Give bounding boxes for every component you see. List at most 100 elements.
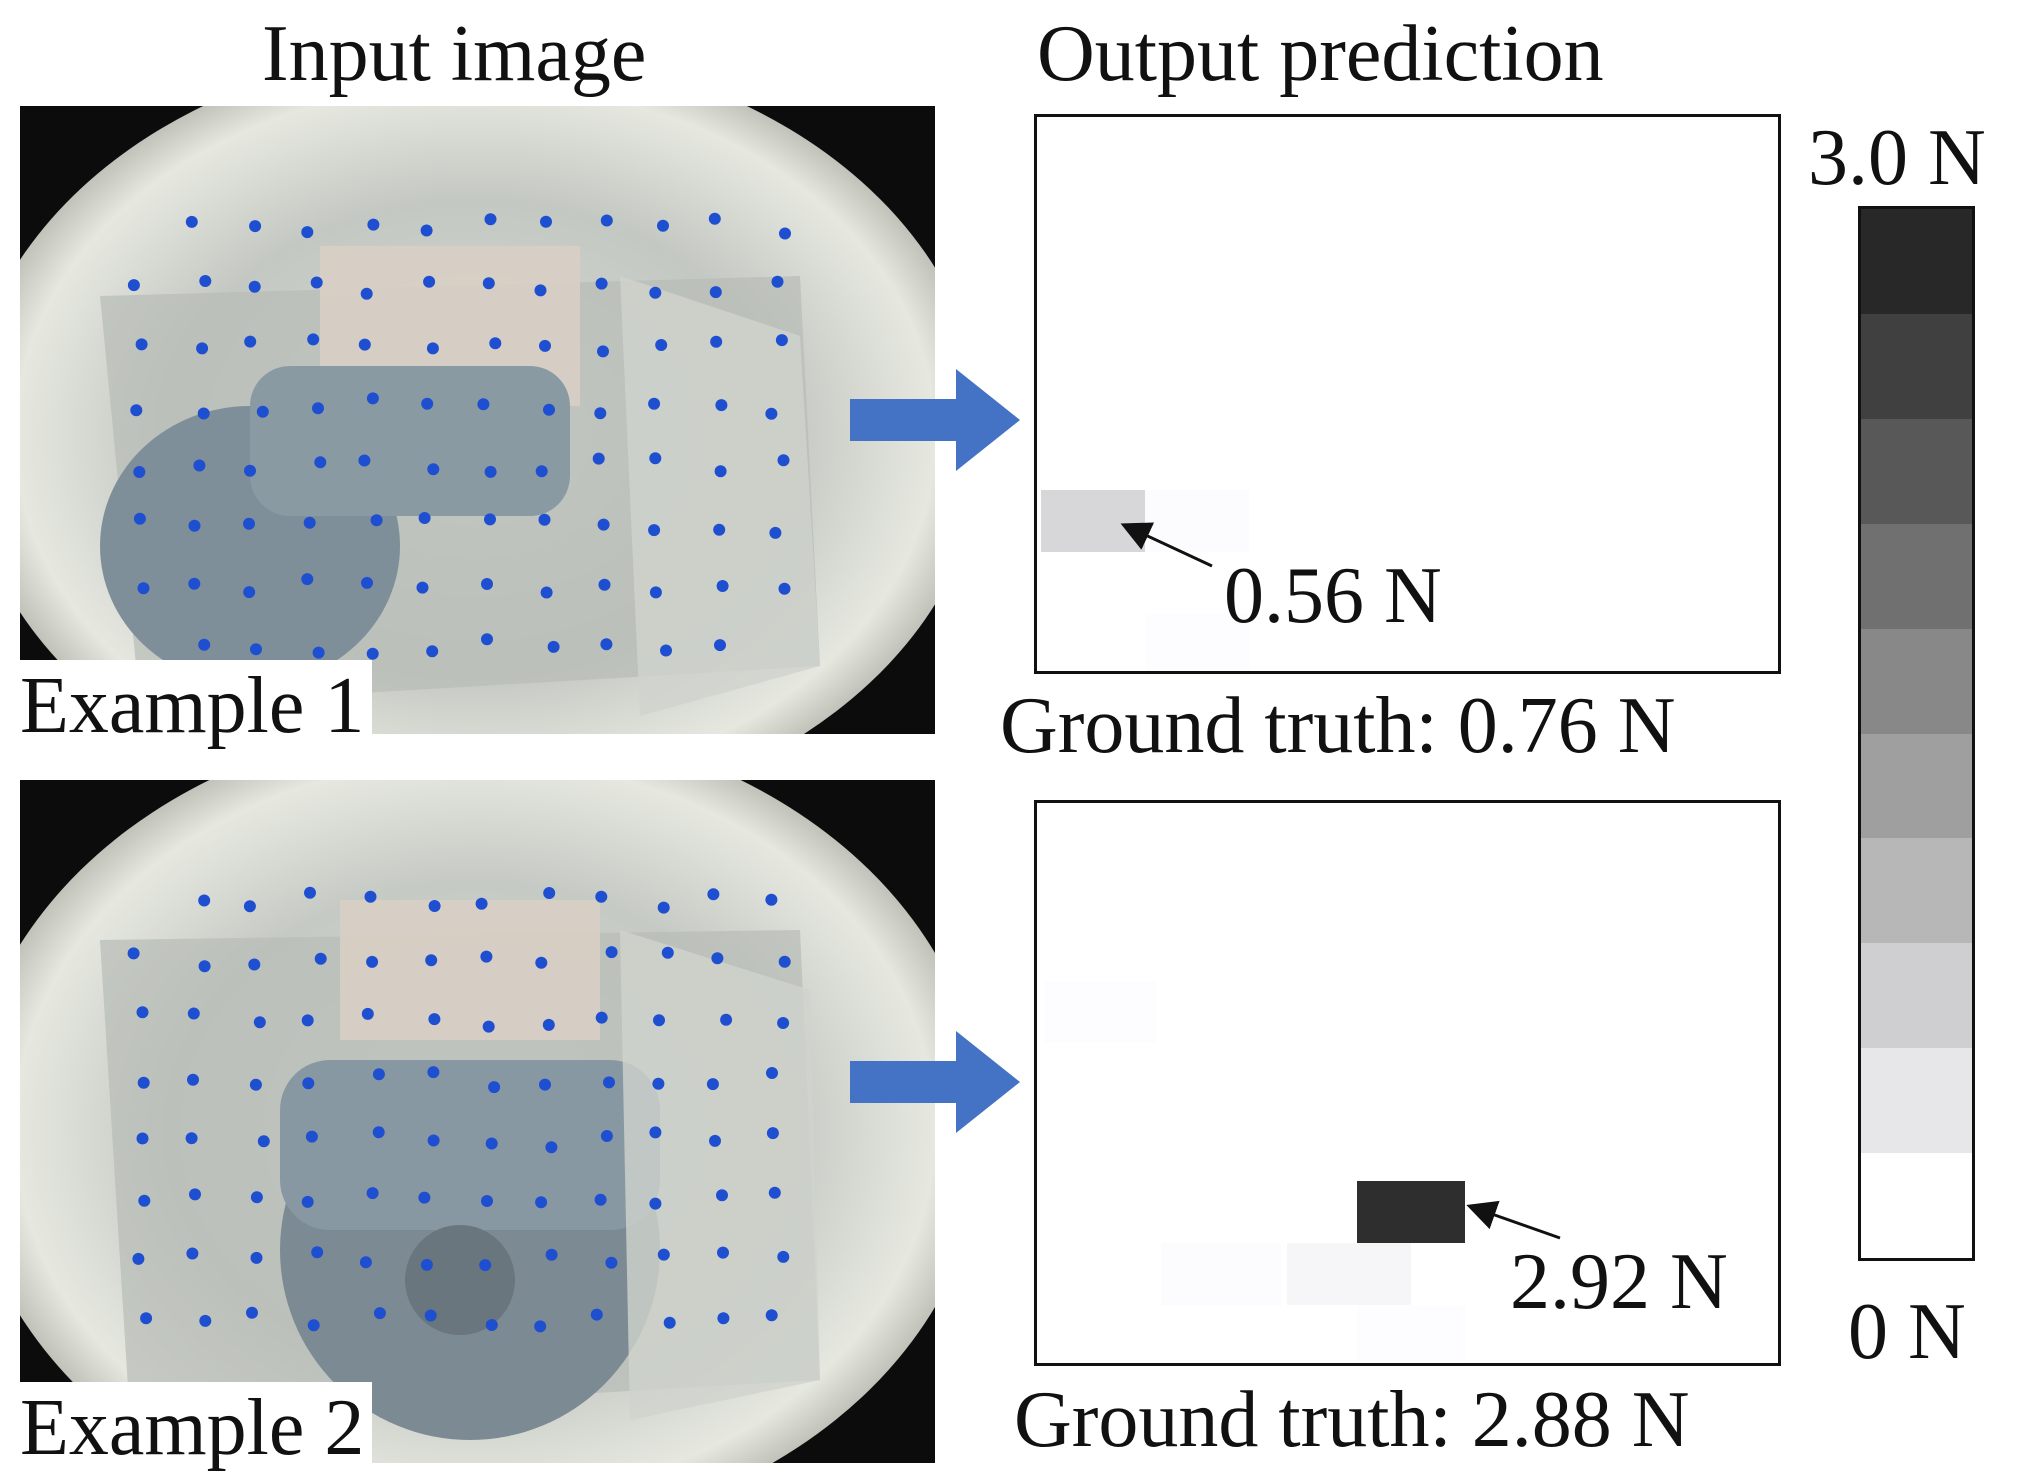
marker-dot (187, 1073, 199, 1086)
marker-dot (358, 454, 371, 467)
marker-dot (137, 1076, 150, 1089)
marker-dot (301, 1195, 314, 1208)
marker-dot (312, 646, 325, 659)
marker-dot (250, 1251, 263, 1264)
colorbar-level (1861, 418, 1972, 525)
marker-dot (426, 645, 439, 658)
marker-dot (765, 1309, 778, 1322)
marker-dot (256, 405, 269, 418)
marker-dot (484, 213, 497, 226)
marker-dot (421, 397, 434, 410)
marker-dot (547, 640, 560, 653)
marker-dot (127, 947, 140, 960)
marker-dot (482, 277, 495, 290)
marker-dot (257, 1135, 270, 1148)
example-2-ground-truth: Ground truth: 2.88 N (1014, 1376, 1690, 1464)
marker-dot (766, 1127, 779, 1140)
marker-dot (314, 456, 327, 469)
marker-dot (706, 1078, 719, 1091)
marker-dot (771, 275, 784, 288)
marker-dot (709, 1134, 721, 1147)
marker-dot (482, 1020, 495, 1033)
marker-dot (425, 954, 438, 967)
marker-dot (302, 1077, 315, 1090)
marker-dot (535, 956, 548, 969)
marker-dot (246, 1306, 258, 1319)
marker-dot (366, 1187, 379, 1200)
marker-dot (777, 1250, 790, 1263)
marker-dot (716, 1189, 728, 1202)
marker-dot (597, 345, 609, 358)
marker-dot (199, 1314, 212, 1327)
marker-dot (416, 581, 429, 594)
marker-dot (127, 279, 140, 292)
marker-dot (605, 946, 618, 959)
marker-dot (310, 276, 323, 289)
marker-dot (648, 524, 661, 537)
colorbar-level (1861, 313, 1972, 420)
marker-dot (765, 893, 778, 906)
marker-dot (479, 1259, 492, 1272)
marker-dot (707, 888, 720, 901)
marker-dot (542, 1018, 555, 1031)
marker-dot (193, 459, 206, 472)
marker-dot (307, 333, 320, 346)
marker-dot (652, 1077, 665, 1090)
marker-dot (132, 1252, 145, 1265)
marker-dot (372, 1068, 385, 1081)
example-2-flow-arrow (850, 1031, 1020, 1133)
marker-dot (427, 1066, 440, 1079)
marker-dot (594, 1193, 607, 1206)
marker-dot (186, 1247, 199, 1260)
marker-dot (130, 404, 143, 417)
marker-dot (249, 220, 262, 233)
marker-dot (540, 215, 552, 228)
marker-dot (717, 1246, 729, 1259)
marker-dot (133, 512, 146, 525)
marker-dot (427, 1134, 440, 1147)
marker-dot (196, 342, 209, 355)
marker-dot (370, 514, 383, 527)
example-2-predicted-value: 2.92 N (1510, 1238, 1728, 1326)
example-1-flow-arrow (850, 369, 1020, 471)
marker-dot (594, 407, 607, 420)
marker-dot (545, 1141, 558, 1154)
marker-dot (538, 513, 551, 526)
marker-dot (312, 402, 324, 415)
marker-dot (649, 1126, 662, 1139)
marker-dot (198, 894, 211, 907)
marker-dot (655, 339, 668, 351)
marker-dot (243, 517, 255, 530)
marker-dot (710, 335, 723, 348)
marker-dot (137, 582, 150, 595)
marker-dot (539, 1078, 551, 1091)
marker-dot (481, 578, 493, 590)
colorbar-level (1861, 838, 1972, 944)
marker-dot (778, 955, 791, 968)
marker-dot (133, 466, 146, 478)
marker-dot (484, 465, 497, 478)
marker-dot (418, 512, 431, 524)
marker-dot (372, 1126, 385, 1139)
example-1-ground-truth: Ground truth: 0.76 N (1000, 682, 1676, 770)
marker-dot (477, 398, 490, 411)
marker-dot (185, 1132, 198, 1145)
marker-dot (649, 452, 662, 465)
marker-dot (592, 452, 605, 465)
output-prediction-header: Output prediction (1037, 10, 1604, 98)
marker-dot (198, 638, 211, 651)
marker-dot (653, 1014, 665, 1027)
colorbar-min-label: 0 N (1848, 1288, 1966, 1376)
marker-dot (485, 1137, 498, 1150)
example-2-force-cell (1045, 981, 1157, 1043)
marker-dot (545, 1248, 558, 1261)
marker-dot (600, 1130, 613, 1142)
marker-dot (423, 275, 436, 288)
marker-dot (708, 212, 721, 225)
marker-dot (777, 454, 790, 467)
marker-dot (597, 518, 610, 531)
colorbar-level (1861, 523, 1972, 630)
example-1-input-image (20, 106, 935, 734)
marker-dot (535, 465, 548, 478)
example-2-force-cell (1357, 1305, 1465, 1361)
